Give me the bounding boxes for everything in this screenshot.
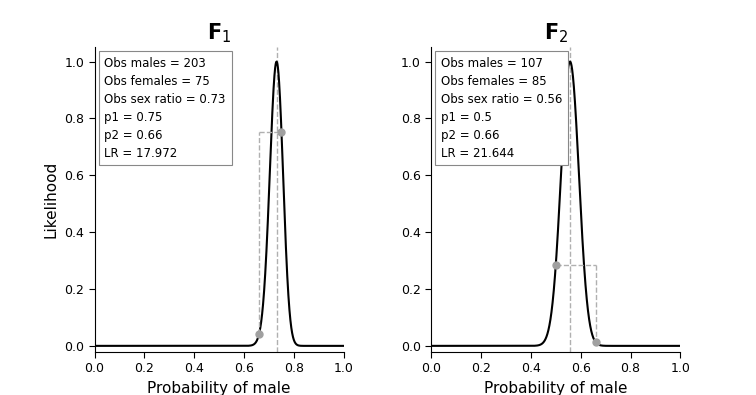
Title: $\mathbf{F}_{1}$: $\mathbf{F}_{1}$ bbox=[207, 21, 231, 45]
Text: Obs males = 203
Obs females = 75
Obs sex ratio = 0.73
p1 = 0.75
p2 = 0.66
LR = 1: Obs males = 203 Obs females = 75 Obs sex… bbox=[104, 56, 226, 160]
X-axis label: Probability of male: Probability of male bbox=[147, 380, 291, 395]
Text: Obs males = 107
Obs females = 85
Obs sex ratio = 0.56
p1 = 0.5
p2 = 0.66
LR = 21: Obs males = 107 Obs females = 85 Obs sex… bbox=[441, 56, 562, 160]
Y-axis label: Likelihood: Likelihood bbox=[44, 161, 58, 238]
X-axis label: Probability of male: Probability of male bbox=[484, 380, 627, 395]
Title: $\mathbf{F}_{2}$: $\mathbf{F}_{2}$ bbox=[544, 21, 568, 45]
